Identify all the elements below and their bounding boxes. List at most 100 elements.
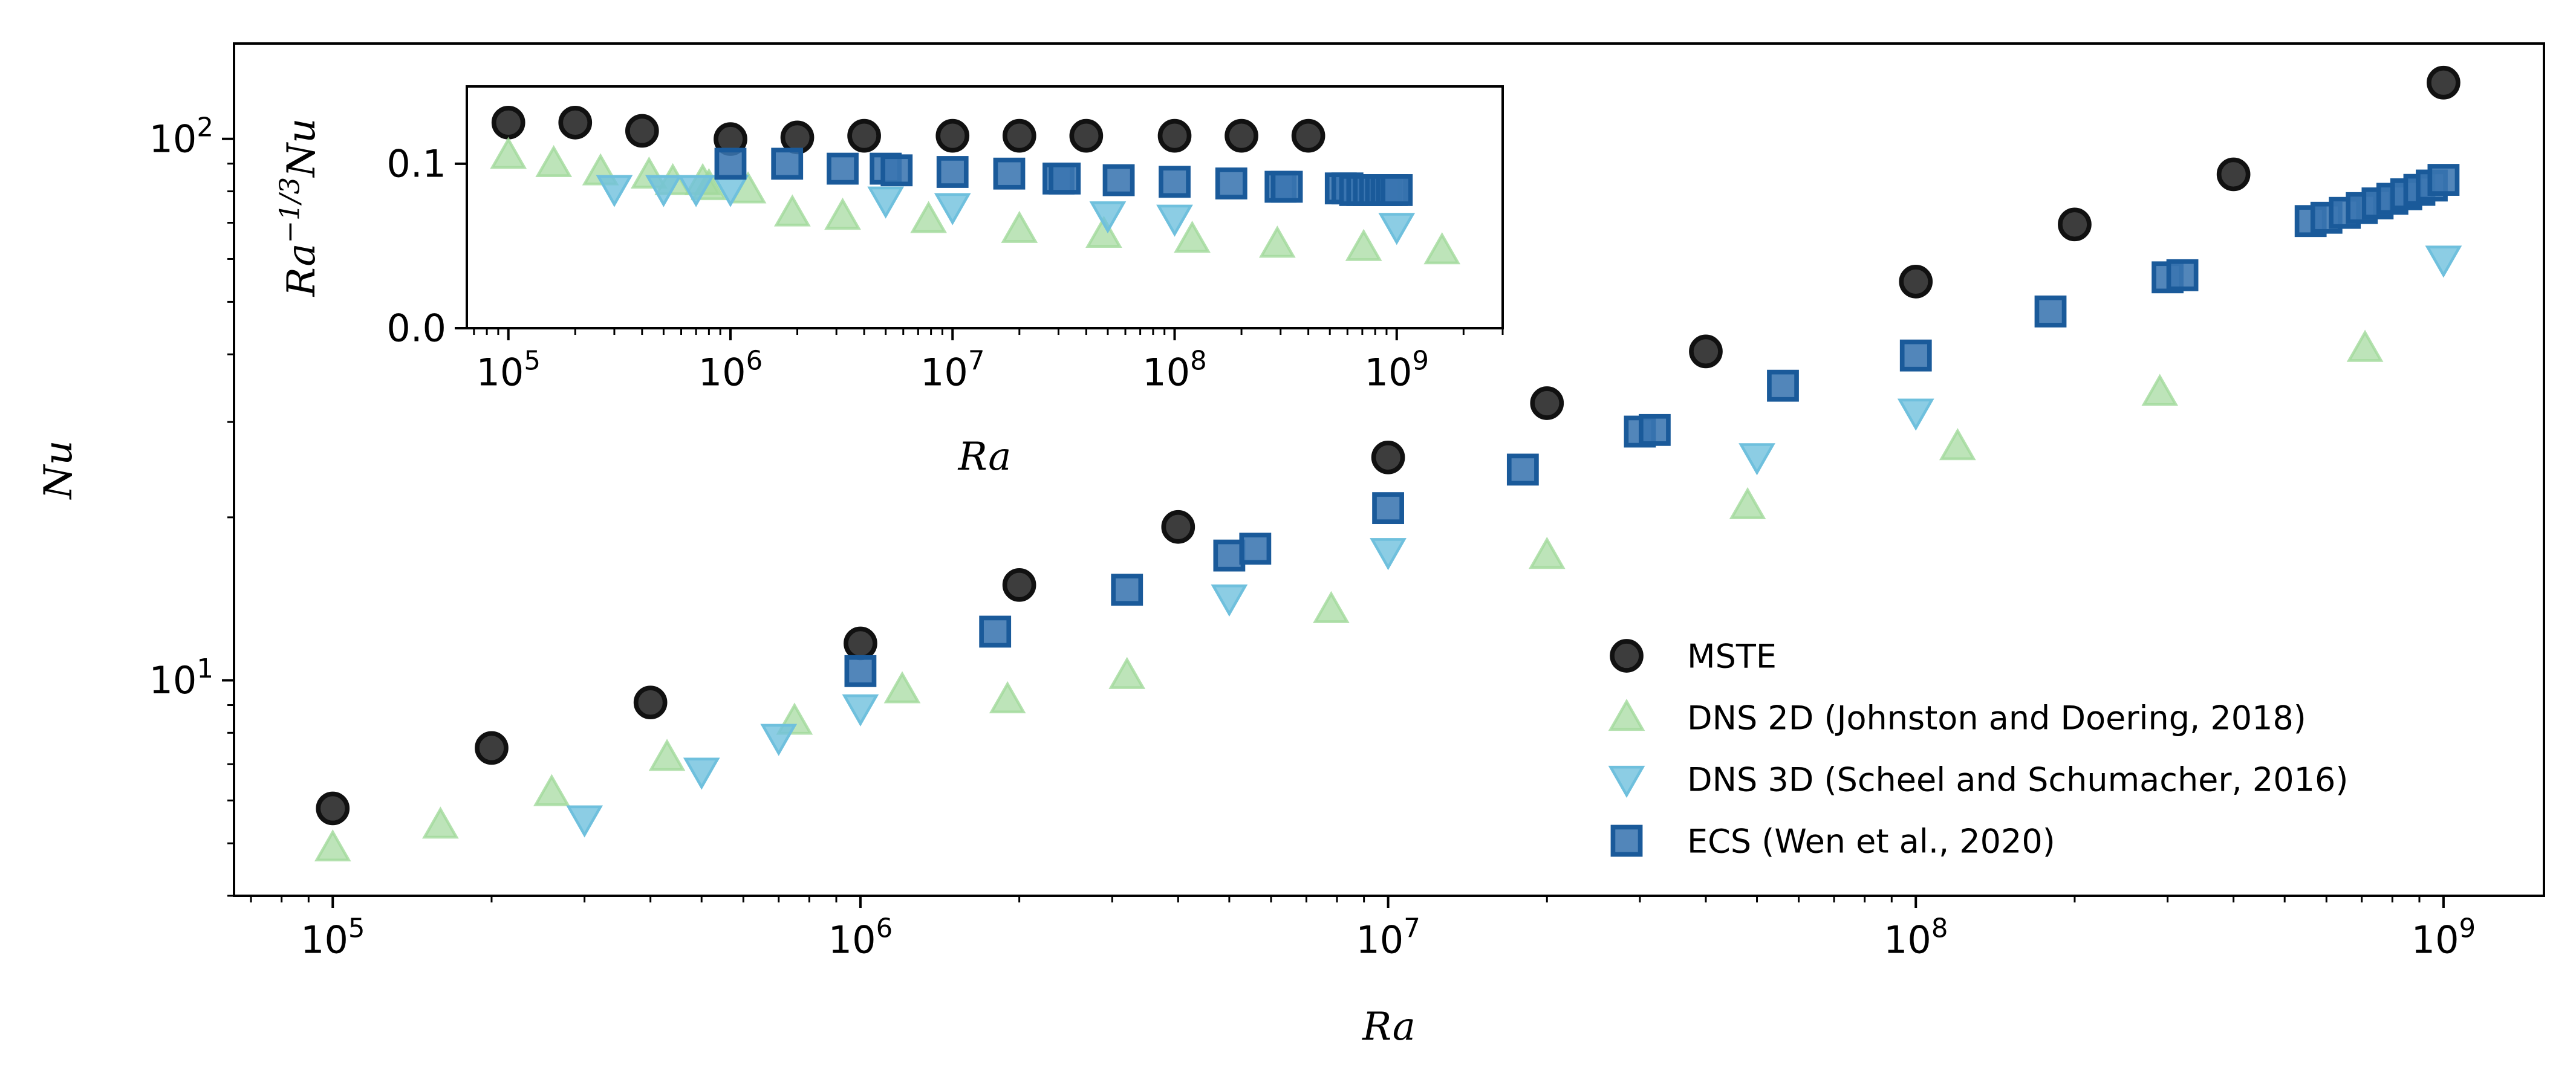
inset-point-triangle-down <box>645 175 682 207</box>
inset-y-tick-label: 0.0 <box>386 306 446 351</box>
inset-point-triangle-up <box>490 137 527 169</box>
main-point-square <box>844 655 877 687</box>
inset-point-circle <box>935 118 970 153</box>
inset-series-dns-3d-scheel-and-schumacher-2016 <box>596 175 1416 245</box>
main-point-square <box>979 615 1012 648</box>
main-point-triangle-down <box>842 694 879 727</box>
main-x-tick-label: 109 <box>2412 913 2476 962</box>
main-point-circle <box>475 731 509 765</box>
inset-point-circle <box>1069 118 1104 153</box>
main-point-triangle-down <box>760 724 798 756</box>
inset-point-square <box>827 152 859 185</box>
main-chart: 105 106 107 108 109 101 102 Ra Nu <box>36 42 2545 1049</box>
main-point-square <box>1372 492 1404 525</box>
inset-point-triangle-down <box>1378 213 1416 245</box>
legend-marker-triangle-down <box>1608 765 1645 798</box>
inset-x-tick-label: 106 <box>698 346 763 394</box>
main-point-triangle-up <box>648 739 686 771</box>
inset-point-square <box>1215 167 1247 199</box>
inset-point-square <box>936 156 969 188</box>
main-point-circle <box>1689 334 1723 369</box>
legend-label-dns-2d-johnston-and-doering-2018: DNS 2D (Johnston and Doering, 2018) <box>1687 699 2306 737</box>
inset-point-triangle-up <box>773 194 811 227</box>
legend-label-mste: MSTE <box>1687 637 1777 675</box>
legend-marker-circle <box>1610 639 1644 673</box>
main-point-circle <box>844 626 877 661</box>
inset-point-circle <box>847 118 881 153</box>
main-point-circle <box>1899 265 1933 299</box>
inset-point-square <box>771 147 804 180</box>
main-point-triangle-up <box>883 671 921 704</box>
inset-point-square <box>880 154 913 187</box>
main-point-circle <box>1371 440 1405 474</box>
inset-y-axis-label: Ra−1/3Nu <box>273 118 324 297</box>
inset-point-square <box>1270 170 1303 203</box>
main-point-triangle-up <box>422 806 459 839</box>
main-point-square <box>2166 259 2199 291</box>
inset-point-triangle-up <box>1001 210 1038 243</box>
main-point-circle <box>1161 510 1195 544</box>
main-point-circle <box>2058 207 2092 242</box>
inset-point-circle <box>1157 118 1192 153</box>
inset-point-triangle-up <box>824 197 861 230</box>
inset-point-triangle-down <box>1089 201 1127 234</box>
inset-point-triangle-up <box>910 201 947 233</box>
inset-x-tick-label: 108 <box>1142 346 1207 394</box>
inset-point-triangle-down <box>867 186 905 219</box>
inset-point-circle <box>558 106 593 140</box>
main-point-square <box>1767 369 1799 402</box>
inset-x-axis-label: Ra <box>958 435 1012 479</box>
inset-x-tick-label: 109 <box>1365 346 1429 394</box>
main-point-triangle-up <box>1939 428 1976 461</box>
main-point-triangle-up <box>1528 537 1566 569</box>
main-point-triangle-up <box>1729 487 1766 519</box>
legend: MSTE DNS 2D (Johnston and Doering, 2018) D… <box>1608 637 2348 860</box>
main-point-square <box>2034 295 2067 328</box>
inset-point-square <box>993 157 1026 190</box>
main-x-tick-label: 107 <box>1356 913 1420 962</box>
main-point-triangle-up <box>1108 656 1146 689</box>
main-x-axis-label: Ra <box>1362 1005 1416 1049</box>
main-point-triangle-down <box>2425 245 2462 278</box>
main-series-dns-2d-johnston-and-doering-2018 <box>314 329 2384 862</box>
main-point-triangle-down <box>1370 538 1407 571</box>
inset-point-circle <box>1291 118 1325 153</box>
inset-x-tick-label: 105 <box>476 346 541 394</box>
main-frame <box>233 42 2545 897</box>
inset-point-triangle-down <box>934 193 971 225</box>
main-series-ecs-wen-et-al-2020 <box>844 164 2460 687</box>
main-y-tick-label: 101 <box>149 654 213 702</box>
main-x-tick-label: 105 <box>301 913 365 962</box>
main-point-triangle-down <box>683 757 720 790</box>
main-point-square <box>2427 164 2460 196</box>
main-point-triangle-up <box>989 681 1026 714</box>
inset-point-triangle-up <box>1174 221 1211 253</box>
main-point-circle <box>633 685 668 720</box>
main-point-square <box>1899 339 1932 372</box>
legend-label-dns-3d-scheel-and-schumacher-2016: DNS 3D (Scheel and Schumacher, 2016) <box>1687 760 2348 798</box>
inset-point-triangle-up <box>1345 228 1382 261</box>
main-x-tick-label: 106 <box>828 913 893 962</box>
legend-marker-triangle-up <box>1608 698 1645 731</box>
inset-point-square <box>1049 162 1081 195</box>
main-point-square <box>1639 413 1671 446</box>
main-point-square <box>1111 574 1143 606</box>
inset-point-triangle-down <box>1156 204 1193 237</box>
inset-series-mste <box>491 106 1325 156</box>
inset-series-ecs-wen-et-al-2020 <box>714 147 1413 206</box>
main-point-circle <box>1002 568 1036 602</box>
main-point-circle <box>316 791 350 826</box>
inset-x-tick-label: 107 <box>920 346 985 394</box>
inset-point-triangle-up <box>535 144 573 177</box>
main-point-triangle-down <box>566 805 603 838</box>
inset-background <box>467 86 1503 328</box>
main-point-triangle-down <box>1211 584 1248 617</box>
main-point-square <box>1506 453 1539 486</box>
inset-point-circle <box>625 114 659 148</box>
main-point-circle <box>2427 65 2461 100</box>
inset-point-triangle-up <box>1423 232 1461 265</box>
main-y-axis-label: Nu <box>36 440 81 500</box>
main-point-triangle-up <box>2141 374 2179 406</box>
inset-y-tick-label: 0.1 <box>386 142 446 186</box>
